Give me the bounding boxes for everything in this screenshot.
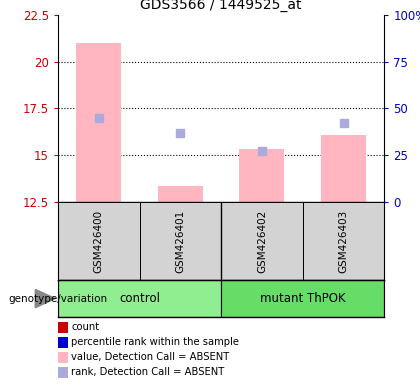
Text: rank, Detection Call = ABSENT: rank, Detection Call = ABSENT <box>71 367 225 377</box>
Text: GSM426403: GSM426403 <box>339 209 349 273</box>
Text: mutant ThPOK: mutant ThPOK <box>260 292 346 305</box>
Text: GSM426400: GSM426400 <box>94 209 104 273</box>
Bar <box>139 202 221 280</box>
Bar <box>158 186 203 202</box>
Bar <box>221 280 384 317</box>
Text: percentile rank within the sample: percentile rank within the sample <box>71 337 239 347</box>
Bar <box>239 149 284 202</box>
Title: GDS3566 / 1449525_at: GDS3566 / 1449525_at <box>140 0 302 12</box>
Bar <box>58 202 139 280</box>
Bar <box>58 280 221 317</box>
Text: GSM426402: GSM426402 <box>257 209 267 273</box>
Text: count: count <box>71 322 100 332</box>
Text: control: control <box>119 292 160 305</box>
Bar <box>221 202 303 280</box>
Polygon shape <box>35 290 55 308</box>
Bar <box>303 202 384 280</box>
Text: value, Detection Call = ABSENT: value, Detection Call = ABSENT <box>71 352 230 362</box>
Point <box>259 148 265 154</box>
Point <box>340 120 347 126</box>
Bar <box>76 43 121 202</box>
Text: genotype/variation: genotype/variation <box>8 293 108 304</box>
Point <box>95 115 102 121</box>
Text: GSM426401: GSM426401 <box>175 209 185 273</box>
Bar <box>321 134 366 202</box>
Point <box>177 130 184 136</box>
